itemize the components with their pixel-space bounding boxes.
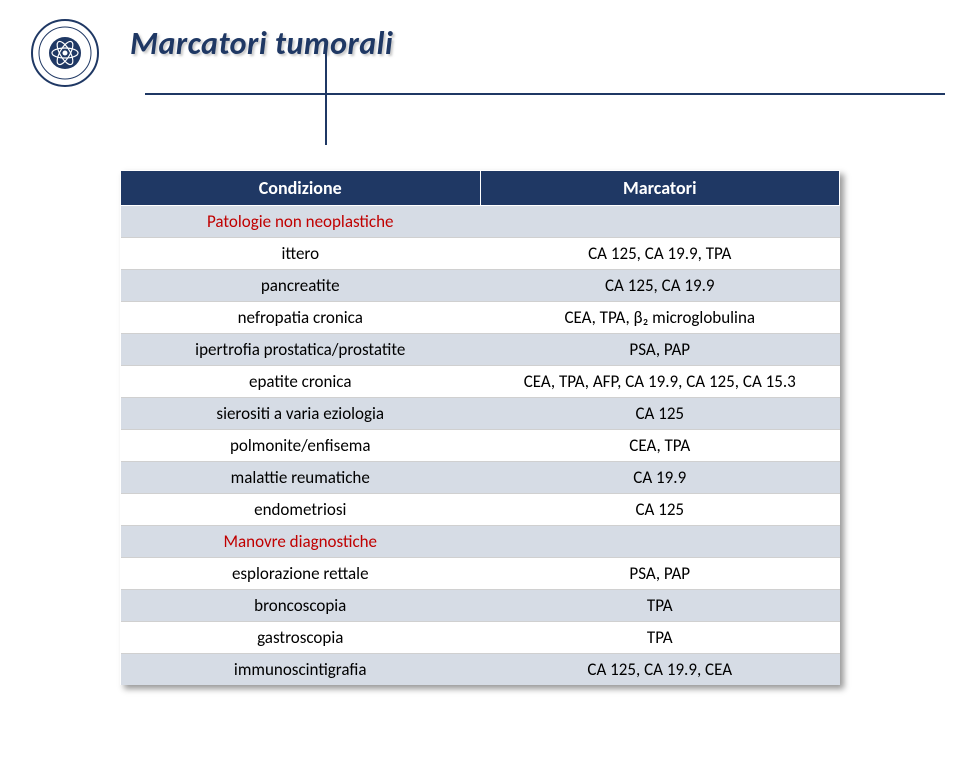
table-row: endometriosiCA 125 [121,494,840,526]
section-label: Manovre diagnostiche [223,531,377,552]
cell-condition: broncoscopia [121,590,481,622]
cell-condition: epatite cronica [121,366,481,398]
page-title: Marcatori tumorali [130,24,393,63]
university-seal-logo [30,18,100,88]
cell-condition: immunoscintigrafia [121,654,481,686]
cell-markers [480,526,840,558]
table-row: gastroscopiaTPA [121,622,840,654]
vertical-rule [325,45,327,145]
cell-markers: PSA, PAP [480,558,840,590]
cell-markers: CEA, TPA [480,430,840,462]
cell-condition: sierositi a varia eziologia [121,398,481,430]
cell-condition: Manovre diagnostiche [121,526,481,558]
col-header-condition: Condizione [121,171,481,206]
cell-markers [480,206,840,238]
cell-markers: CEA, TPA, β₂ microglobulina [480,302,840,334]
cell-condition: endometriosi [121,494,481,526]
cell-markers: CA 125, CA 19.9 [480,270,840,302]
table-row: nefropatia cronicaCEA, TPA, β₂ microglob… [121,302,840,334]
cell-markers: PSA, PAP [480,334,840,366]
cell-markers: CA 125, CA 19.9, CEA [480,654,840,686]
cell-markers: CEA, TPA, AFP, CA 19.9, CA 125, CA 15.3 [480,366,840,398]
cell-condition: Patologie non neoplastiche [121,206,481,238]
table-row: malattie reumaticheCA 19.9 [121,462,840,494]
table-row: immunoscintigrafiaCA 125, CA 19.9, CEA [121,654,840,686]
cell-condition: ipertrofia prostatica/prostatite [121,334,481,366]
horizontal-rule [145,93,945,95]
cell-condition: esplorazione rettale [121,558,481,590]
table-row: esplorazione rettalePSA, PAP [121,558,840,590]
cell-markers: CA 125, CA 19.9, TPA [480,238,840,270]
table-header-row: Condizione Marcatori [121,171,840,206]
cell-markers: TPA [480,590,840,622]
cell-markers: TPA [480,622,840,654]
cell-condition: gastroscopia [121,622,481,654]
col-header-markers: Marcatori [480,171,840,206]
cell-markers: CA 125 [480,494,840,526]
table-row: ipertrofia prostatica/prostatitePSA, PAP [121,334,840,366]
table-row: itteroCA 125, CA 19.9, TPA [121,238,840,270]
markers-table: Condizione Marcatori Patologie non neopl… [120,170,840,685]
cell-condition: nefropatia cronica [121,302,481,334]
table-row: polmonite/enfisemaCEA, TPA [121,430,840,462]
table-row: pancreatiteCA 125, CA 19.9 [121,270,840,302]
slide-header: Marcatori tumorali [0,0,960,120]
markers-table-container: Condizione Marcatori Patologie non neopl… [120,170,840,685]
section-label: Patologie non neoplastiche [207,211,393,232]
cell-condition: polmonite/enfisema [121,430,481,462]
cell-markers: CA 19.9 [480,462,840,494]
table-row: epatite cronicaCEA, TPA, AFP, CA 19.9, C… [121,366,840,398]
table-row: broncoscopiaTPA [121,590,840,622]
cell-condition: malattie reumatiche [121,462,481,494]
header-rules [145,75,945,125]
cell-condition: pancreatite [121,270,481,302]
cell-condition: ittero [121,238,481,270]
table-row: Patologie non neoplastiche [121,206,840,238]
table-row: Manovre diagnostiche [121,526,840,558]
table-row: sierositi a varia eziologiaCA 125 [121,398,840,430]
cell-markers: CA 125 [480,398,840,430]
